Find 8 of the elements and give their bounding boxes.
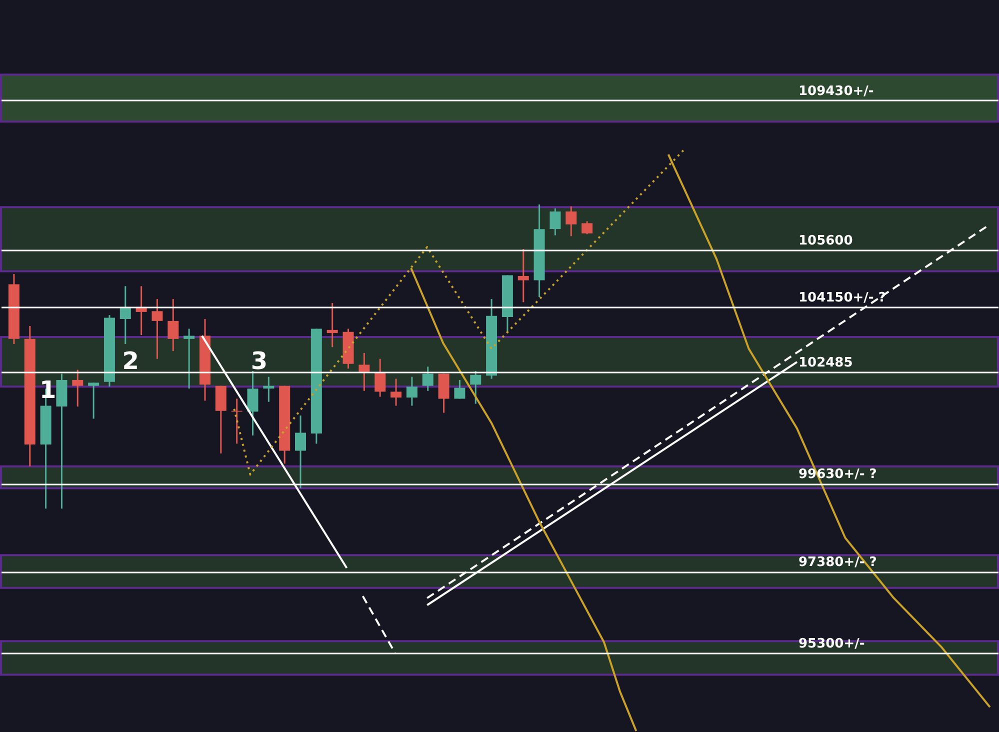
annotation: 2 (122, 346, 139, 375)
y-tick-label: 97380+/- ? (798, 555, 877, 570)
y-tick-label: 95300+/- (798, 636, 865, 652)
annotation: 1 (40, 376, 56, 404)
y-tick-label: 105600 (798, 234, 853, 249)
annotation: 3 (250, 346, 268, 375)
y-tick-label: 102485 (798, 355, 853, 370)
y-tick-label: 109430+/- (798, 84, 874, 99)
